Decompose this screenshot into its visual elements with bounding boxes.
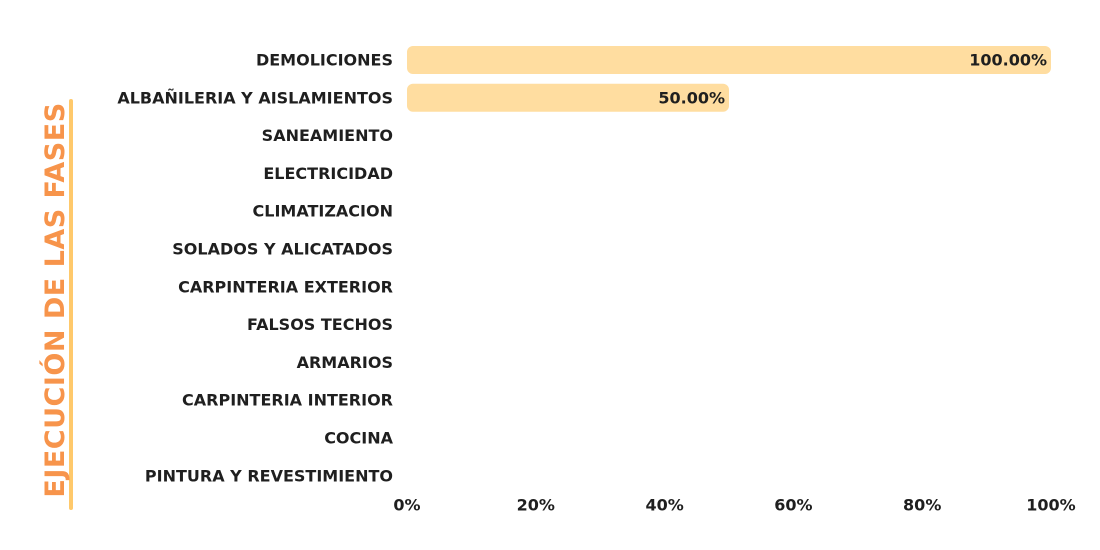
category-label: CLIMATIZACION — [253, 202, 394, 221]
chart-title: EJECUCIÓN DE LAS FASES — [39, 102, 71, 497]
category-label: ARMARIOS — [297, 353, 393, 372]
value-axis: 0% 20% 40% 60% 80% 100% — [393, 496, 1075, 515]
x-tick-label: 80% — [903, 496, 941, 515]
title-accent-line — [69, 99, 73, 510]
category-label: CARPINTERIA EXTERIOR — [178, 277, 393, 296]
x-tick-label: 40% — [645, 496, 683, 515]
category-label: ALBAÑILERIA Y AISLAMIENTOS — [117, 88, 393, 107]
data-label: 100.00% — [969, 51, 1047, 70]
bar — [407, 83, 729, 112]
data-label: 50.00% — [658, 88, 725, 107]
category-label: FALSOS TECHOS — [247, 315, 393, 334]
x-tick-label: 100% — [1026, 496, 1075, 515]
category-label: PINTURA Y REVESTIMIENTO — [145, 466, 393, 485]
bars-layer — [407, 46, 1051, 112]
category-label: DEMOLICIONES — [256, 51, 393, 70]
side-title-group: EJECUCIÓN DE LAS FASES — [39, 99, 73, 510]
category-label: SOLADOS Y ALICATADOS — [172, 240, 393, 259]
x-tick-label: 60% — [774, 496, 812, 515]
category-label: ELECTRICIDAD — [263, 164, 393, 183]
value-labels-layer: 100.00% 50.00% — [658, 51, 1047, 108]
category-label: CARPINTERIA INTERIOR — [182, 391, 393, 410]
bar — [407, 46, 1051, 74]
x-tick-label: 0% — [393, 496, 420, 515]
category-label: SANEAMIENTO — [262, 126, 393, 145]
x-tick-label: 20% — [517, 496, 555, 515]
category-label: COCINA — [324, 429, 393, 448]
category-axis: DEMOLICIONES ALBAÑILERIA Y AISLAMIENTOS SA… — [117, 51, 393, 486]
